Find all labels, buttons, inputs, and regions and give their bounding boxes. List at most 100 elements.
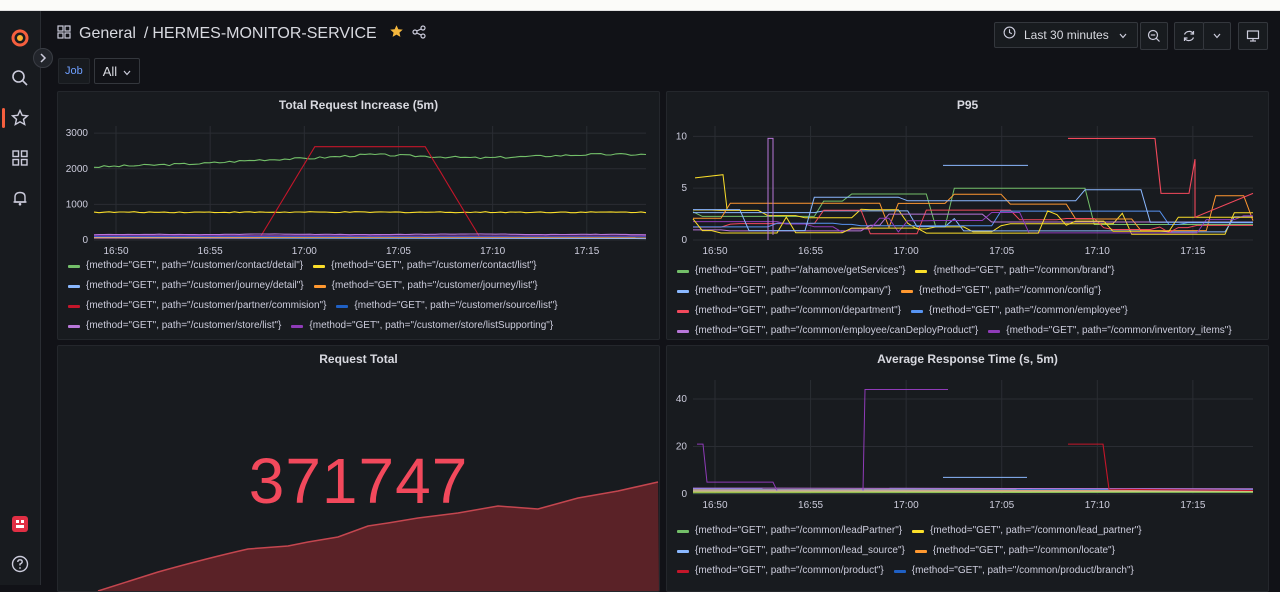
legend-item[interactable]: {method="GET", path="/common/product"} (677, 561, 884, 581)
legend-swatch (988, 330, 1000, 333)
legend-label: {method="GET", path="/ahamove/getService… (695, 261, 905, 281)
job-variable-select[interactable]: All (94, 58, 140, 84)
x-tick-label: 16:55 (798, 500, 823, 511)
x-tick-label: 17:15 (1180, 500, 1205, 511)
legend-swatch (677, 550, 689, 553)
dashboards-grid-icon (57, 25, 71, 44)
y-tick-label: 3000 (66, 128, 89, 139)
legend-item[interactable]: {method="GET", path="/common/config"} (901, 281, 1101, 301)
browser-bookmark-strip (0, 0, 1280, 11)
legend-swatch (336, 305, 348, 308)
legend-label: {method="GET", path="/common/product/bra… (912, 561, 1134, 581)
panel-title[interactable]: P95 (667, 98, 1268, 112)
dashboards-icon[interactable] (0, 145, 40, 171)
series-line (697, 444, 777, 490)
zoom-out-button[interactable] (1140, 22, 1168, 50)
legend-swatch (68, 285, 80, 288)
x-tick-label: 16:55 (798, 246, 823, 257)
legend-item[interactable]: {method="GET", path="/common/lead_source… (677, 541, 905, 561)
legend-label: {method="GET", path="/customer/partner/c… (86, 296, 326, 316)
time-range-picker[interactable]: Last 30 minutes (994, 22, 1138, 48)
chart-legend: {method="GET", path="/common/leadPartner… (677, 521, 1142, 581)
legend-swatch (314, 285, 326, 288)
x-tick-label: 17:15 (1180, 246, 1205, 257)
refresh-interval-dropdown[interactable] (1203, 22, 1231, 50)
legend-item[interactable]: {method="GET", path="/customer/contact/d… (68, 256, 303, 276)
x-tick-label: 16:50 (702, 500, 727, 511)
legend-item[interactable]: {method="GET", path="/common/company"} (677, 281, 891, 301)
legend-item[interactable]: {method="GET", path="/customer/source/li… (336, 296, 557, 316)
clock-icon (1003, 26, 1016, 44)
chevron-down-icon (1119, 26, 1127, 44)
legend-swatch (677, 270, 689, 273)
legend-item[interactable]: {method="GET", path="/common/locate"} (915, 541, 1115, 561)
x-tick-label: 17:10 (1085, 500, 1110, 511)
stat-value: 371747 (58, 444, 659, 518)
grafana-logo-icon[interactable] (0, 25, 40, 51)
legend-item[interactable]: {method="GET", path="/common/lead_partne… (912, 521, 1142, 541)
legend-label: {method="GET", path="/common/lead_source… (695, 541, 905, 561)
legend-label: {method="GET", path="/customer/journey/l… (332, 276, 538, 296)
legend-item[interactable]: {method="GET", path="/common/inventory_i… (988, 321, 1231, 340)
collapse-sidebar-button[interactable] (33, 48, 53, 68)
legend-swatch (677, 330, 689, 333)
tv-mode-button[interactable] (1238, 22, 1268, 50)
x-tick-label: 17:00 (894, 246, 919, 257)
legend-swatch (68, 305, 80, 308)
legend-item[interactable]: {method="GET", path="/customer/contact/l… (313, 256, 536, 276)
search-icon[interactable] (0, 65, 40, 91)
help-icon[interactable] (0, 551, 40, 577)
legend-label: {method="GET", path="/common/product"} (695, 561, 884, 581)
star-icon[interactable] (389, 24, 404, 44)
panel-title[interactable]: Total Request Increase (5m) (58, 98, 659, 112)
y-tick-label: 10 (676, 131, 688, 142)
user-avatar-icon[interactable] (0, 511, 40, 537)
starred-icon[interactable] (0, 105, 40, 131)
legend-item[interactable]: {method="GET", path="/customer/partner/c… (68, 296, 326, 316)
legend-swatch (912, 530, 924, 533)
side-menu (0, 11, 41, 585)
legend-item[interactable]: {method="GET", path="/common/product/bra… (894, 561, 1134, 581)
y-tick-label: 20 (676, 442, 688, 453)
legend-item[interactable]: {method="GET", path="/common/employee/ca… (677, 321, 978, 340)
legend-item[interactable]: {method="GET", path="/customer/journey/d… (68, 276, 304, 296)
legend-item[interactable]: {method="GET", path="/customer/store/lis… (291, 316, 553, 336)
panel-title[interactable]: Average Response Time (s, 5m) (667, 352, 1268, 366)
x-tick-label: 17:15 (574, 246, 599, 257)
legend-item[interactable]: {method="GET", path="/ahamove/getService… (677, 261, 905, 281)
legend-label: {method="GET", path="/customer/store/lis… (309, 316, 553, 336)
series-line (94, 147, 646, 239)
share-icon[interactable] (412, 25, 426, 44)
legend-swatch (894, 570, 906, 573)
legend-row: {method="GET", path="/ahamove/getService… (677, 261, 1232, 281)
x-tick-label: 17:10 (1085, 246, 1110, 257)
legend-label: {method="GET", path="/common/inventory_i… (1006, 321, 1231, 340)
chart-legend: {method="GET", path="/ahamove/getService… (677, 261, 1232, 340)
legend-row: {method="GET", path="/customer/contact/d… (68, 256, 558, 276)
dashboard-title[interactable]: HERMES-MONITOR-SERVICE (152, 25, 376, 43)
legend-item[interactable]: {method="GET", path="/customer/journey/l… (314, 276, 538, 296)
legend-item[interactable]: {method="GET", path="/common/brand"} (915, 261, 1114, 281)
refresh-button[interactable] (1174, 22, 1204, 50)
panel-request-total: Request Total 371747 (57, 345, 660, 592)
legend-label: {method="GET", path="/customer/journey/d… (86, 276, 304, 296)
legend-row: {method="GET", path="/customer/partner/c… (68, 296, 558, 316)
time-range-label: Last 30 minutes (1024, 28, 1109, 42)
legend-item[interactable]: {method="GET", path="/common/employee"} (911, 301, 1128, 321)
alerting-bell-icon[interactable] (0, 185, 40, 211)
legend-swatch (677, 310, 689, 313)
legend-row: {method="GET", path="/customer/store/lis… (68, 316, 558, 336)
breadcrumb-folder-link[interactable]: General (79, 25, 136, 43)
legend-label: {method="GET", path="/common/department"… (695, 301, 901, 321)
legend-item[interactable]: {method="GET", path="/common/leadPartner… (677, 521, 902, 541)
legend-item[interactable]: {method="GET", path="/common/department"… (677, 301, 901, 321)
legend-label: {method="GET", path="/customer/contact/d… (86, 256, 303, 276)
legend-swatch (677, 570, 689, 573)
job-variable-value: All (103, 64, 117, 79)
legend-swatch (677, 530, 689, 533)
legend-item[interactable]: {method="GET", path="/customer/store/lis… (68, 316, 281, 336)
y-tick-label: 0 (82, 235, 88, 246)
legend-label: {method="GET", path="/customer/store/lis… (86, 316, 281, 336)
